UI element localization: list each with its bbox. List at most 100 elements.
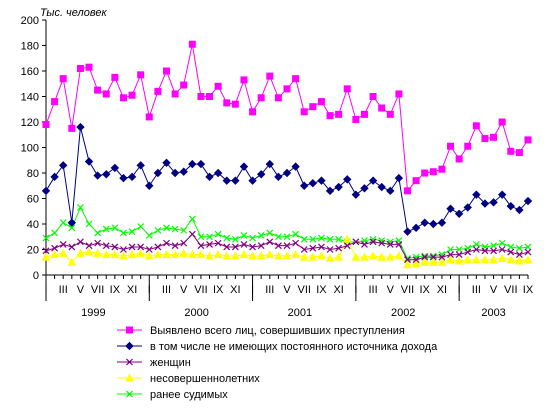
data-point [386, 110, 394, 118]
legend-item: несовершеннолетних [117, 373, 260, 385]
data-point [472, 122, 480, 130]
data-point [153, 250, 163, 259]
data-point [318, 243, 325, 251]
series-2 [42, 230, 532, 264]
data-point [300, 108, 308, 116]
data-point [76, 248, 85, 257]
x-tick-label: XI [230, 284, 240, 296]
data-point [76, 122, 85, 132]
legend-label: в том числе не имеющих постоянного источ… [150, 341, 438, 353]
data-point [369, 93, 377, 100]
data-point [369, 235, 377, 243]
x-tick-label: III [162, 284, 171, 296]
data-point [239, 250, 249, 259]
data-point [352, 238, 360, 246]
data-point [497, 190, 507, 199]
data-point [377, 252, 387, 261]
data-point [455, 155, 463, 163]
data-point [196, 250, 206, 259]
x-tick-label: IX [213, 284, 224, 296]
data-point [507, 248, 515, 256]
y-axis: 0 20 40 60 80 100 120 140 160 180 200 [21, 15, 47, 282]
data-point [128, 91, 136, 99]
data-point [335, 244, 343, 252]
data-point [214, 82, 222, 90]
data-point [42, 121, 50, 129]
legend-marker [125, 373, 134, 382]
y-tick-label: 40 [27, 219, 39, 231]
data-point [248, 251, 257, 260]
data-point [291, 162, 300, 171]
y-axis-title: Тыс. человек [40, 7, 107, 19]
data-point [472, 255, 481, 264]
y-tick-label: 80 [27, 168, 39, 180]
legend: Выявлено всего лиц, совершивших преступл… [117, 325, 438, 401]
data-point [68, 124, 76, 132]
data-point [308, 178, 318, 188]
data-point [299, 252, 309, 261]
data-point [110, 250, 120, 259]
data-point [515, 256, 524, 265]
data-point [213, 250, 223, 259]
data-point [59, 75, 67, 83]
data-point [429, 253, 437, 261]
data-point [248, 176, 257, 185]
data-point [58, 248, 68, 257]
data-point [523, 255, 533, 264]
data-point [171, 225, 179, 233]
data-point [265, 250, 275, 259]
data-point [464, 248, 472, 256]
data-point [170, 168, 180, 178]
plot-area [41, 40, 533, 269]
data-point [438, 165, 446, 173]
data-point [507, 243, 515, 251]
data-point [420, 257, 430, 266]
data-point [481, 247, 489, 255]
data-point [59, 219, 67, 227]
data-point [231, 176, 240, 185]
data-point [447, 251, 454, 259]
data-point [180, 239, 188, 247]
data-point [274, 172, 283, 182]
data-point [385, 252, 395, 261]
data-point [343, 85, 351, 93]
data-point [77, 204, 84, 211]
x-tick-label: V [387, 284, 395, 296]
series-0 [42, 40, 532, 195]
data-point [231, 100, 239, 108]
data-point [197, 93, 205, 100]
data-point [93, 248, 102, 257]
data-point [41, 252, 51, 261]
data-point [180, 226, 188, 234]
data-point [325, 253, 335, 262]
data-point [206, 93, 214, 100]
data-point [188, 40, 196, 48]
data-point [360, 252, 369, 261]
data-point [318, 234, 325, 242]
data-point [171, 242, 179, 250]
data-point [223, 99, 231, 107]
data-point [515, 244, 523, 252]
data-point [145, 113, 153, 121]
data-point [68, 224, 76, 232]
data-point [223, 243, 231, 251]
data-point [377, 182, 386, 192]
data-point [145, 246, 153, 253]
data-point [111, 224, 119, 232]
data-point [257, 232, 265, 239]
data-point [84, 247, 94, 256]
data-point [411, 258, 421, 268]
data-point [317, 176, 326, 185]
legend-marker [126, 390, 133, 398]
data-point [145, 181, 154, 190]
data-point [154, 226, 162, 234]
data-point [403, 227, 412, 236]
data-point [464, 142, 472, 150]
data-point [196, 159, 206, 169]
data-point [67, 257, 77, 266]
data-point [308, 252, 318, 261]
data-point [214, 239, 222, 247]
data-point [404, 256, 411, 264]
data-point [480, 199, 490, 208]
data-point [282, 251, 292, 260]
